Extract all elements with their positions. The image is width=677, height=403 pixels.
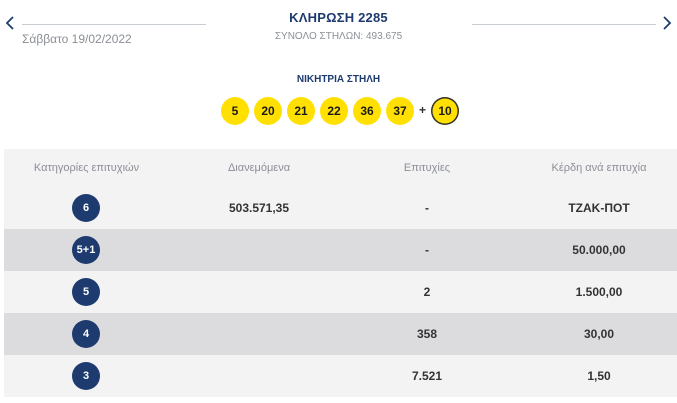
prize-cell: 50.000,00: [572, 243, 626, 257]
number-ball: 37: [386, 97, 414, 125]
header-categories: Κατηγορίες επιτυχιών: [33, 162, 140, 174]
winners-cell: 358: [416, 327, 438, 341]
table-header: Κατηγορίες επιτυχιών Διανεμόμενα Επιτυχί…: [4, 149, 677, 187]
prize-cell: 1.500,00: [575, 285, 623, 299]
distributed-cell: 503.571,35: [228, 201, 290, 215]
chevron-right-icon[interactable]: [659, 16, 675, 36]
table-row: 4 358 30,00: [4, 313, 677, 355]
number-ball: 20: [254, 97, 282, 125]
winners-cell: 2: [423, 285, 431, 299]
table-row: 5+1 - 50.000,00: [4, 229, 677, 271]
category-badge: 6: [72, 194, 100, 222]
draw-date: Σάββατο 19/02/2022: [22, 32, 132, 46]
table-row: 6 503.571,35 - ΤΖΑΚ-ΠΟΤ: [4, 187, 677, 229]
number-ball: 21: [287, 97, 315, 125]
category-badge: 5: [72, 278, 100, 306]
draw-title: ΚΛΗΡΩΣΗ 2285: [289, 10, 388, 25]
number-ball: 36: [353, 97, 381, 125]
winners-cell: -: [425, 243, 429, 257]
prize-cell: 30,00: [583, 327, 615, 341]
divider: [472, 24, 656, 25]
header-winners: Επιτυχίες: [403, 162, 451, 174]
joker-ball: 10: [431, 97, 459, 125]
number-ball: 5: [221, 97, 249, 125]
draw-header: Σάββατο 19/02/2022 ΚΛΗΡΩΣΗ 2285 ΣΥΝΟΛΟ Σ…: [0, 0, 677, 56]
prize-cell: ΤΖΑΚ-ΠΟΤ: [568, 201, 630, 215]
header-prize: Κέρδη ανά επιτυχία: [551, 162, 647, 174]
plus-sign: +: [419, 103, 427, 117]
winners-cell: 7.521: [411, 369, 443, 383]
total-columns: ΣΥΝΟΛΟ ΣΤΗΛΩΝ: 493.675: [274, 31, 403, 42]
header-distributed: Διανεμόμενα: [227, 162, 291, 174]
category-badge: 4: [72, 320, 100, 348]
winners-cell: -: [425, 201, 429, 215]
number-ball: 22: [320, 97, 348, 125]
category-badge: 3: [72, 362, 100, 390]
category-badge: 5+1: [72, 236, 100, 264]
divider: [22, 24, 206, 25]
prize-cell: 1,50: [587, 369, 611, 383]
table-row: 5 2 1.500,00: [4, 271, 677, 313]
winning-column-title: ΝΙΚΗΤΡΙΑ ΣΤΗΛΗ: [296, 74, 381, 85]
results-table: Κατηγορίες επιτυχιών Διανεμόμενα Επιτυχί…: [4, 149, 677, 397]
table-row: 3 7.521 1,50: [4, 355, 677, 397]
chevron-left-icon[interactable]: [2, 16, 18, 36]
